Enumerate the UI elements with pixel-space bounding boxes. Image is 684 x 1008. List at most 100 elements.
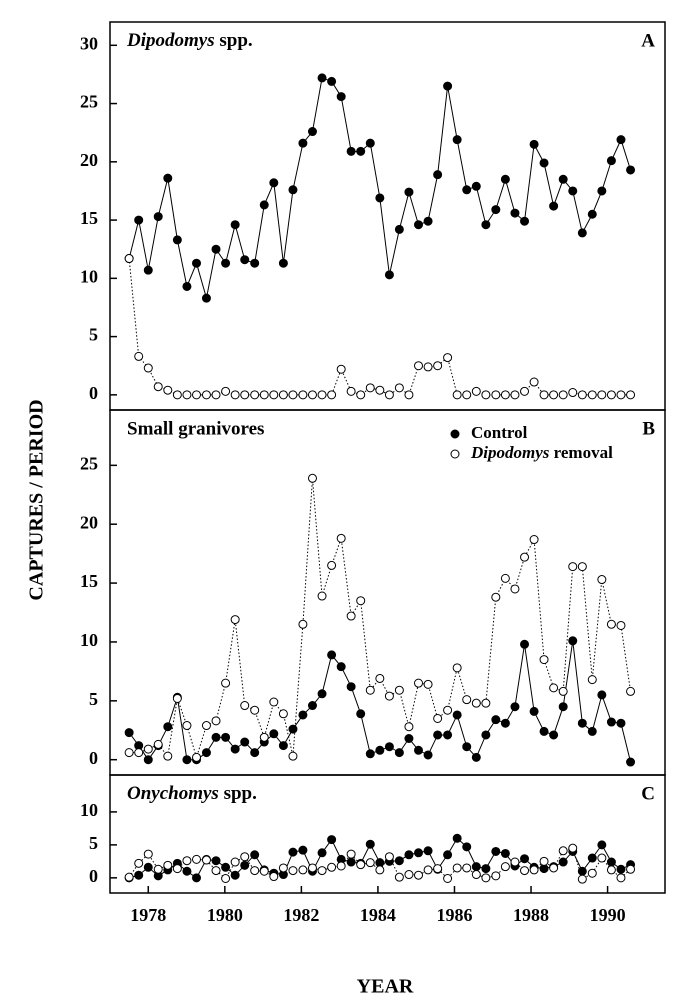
data-point [317,591,327,601]
data-point [259,866,269,876]
data-point [384,852,394,862]
data-point [211,866,221,876]
data-point [375,673,385,683]
data-point [153,382,163,392]
data-point [433,361,443,371]
data-point [481,873,491,883]
data-point [211,390,221,400]
data-point [529,377,539,387]
data-point [549,863,559,873]
data-point [124,748,134,758]
data-point [500,174,510,184]
x-tick-label: 1980 [207,905,243,925]
data-point [394,856,404,866]
data-point [327,76,337,86]
data-point [365,383,375,393]
data-point [365,138,375,148]
data-point [201,721,211,731]
panel-letter: B [642,418,655,439]
data-point [278,741,288,751]
data-point [539,726,549,736]
y-tick-label: 5 [89,325,98,345]
data-point [597,840,607,850]
data-point [414,361,424,371]
data-point [558,702,568,712]
y-tick-label: 30 [80,33,98,53]
data-point [529,139,539,149]
data-point [462,842,472,852]
data-point [250,748,260,758]
data-point [288,847,298,857]
data-point [471,862,481,872]
data-point [606,865,616,875]
data-point [143,744,153,754]
legend-label: Control [471,423,528,442]
data-point [250,258,260,268]
data-point [414,220,424,230]
data-point [462,863,472,873]
data-point [433,730,443,740]
data-point [481,390,491,400]
data-point [298,865,308,875]
data-point [250,850,260,860]
data-point [568,562,578,572]
data-point [481,730,491,740]
data-point [500,848,510,858]
data-point [221,873,231,883]
data-point [510,390,520,400]
y-axis-label: CAPTURES / PERIOD [26,399,48,600]
y-tick-label: 5 [89,689,98,709]
series-line [129,478,632,760]
data-point [423,679,433,689]
data-point [182,755,192,765]
data-point [529,535,539,545]
data-point [443,873,453,883]
data-point [452,663,462,673]
data-point [221,678,231,688]
legend-marker [450,449,460,459]
data-point [250,705,260,715]
data-point [134,215,144,225]
data-point [298,619,308,629]
data-point [230,870,240,880]
data-point [568,186,578,196]
data-point [201,855,211,865]
data-point [626,686,636,696]
data-point [491,715,501,725]
data-point [327,560,337,570]
y-tick-label: 20 [80,512,98,532]
data-point [616,873,626,883]
data-point [587,868,597,878]
data-point [298,710,308,720]
data-point [500,718,510,728]
data-point [153,212,163,222]
data-point [288,390,298,400]
data-point [269,872,279,882]
data-point [182,866,192,876]
data-point [587,853,597,863]
y-tick-label: 20 [80,150,98,170]
data-point [549,390,559,400]
data-point [163,173,173,183]
data-point [626,390,636,400]
data-point [375,745,385,755]
data-point [375,865,385,875]
data-point [452,863,462,873]
data-point [288,866,298,876]
data-point [404,187,414,197]
data-point [375,193,385,203]
data-point [143,849,153,859]
data-point [443,705,453,715]
data-point [356,146,366,156]
data-point [616,390,626,400]
data-point [182,721,192,731]
data-point [240,737,250,747]
data-point [201,390,211,400]
y-tick-label: 15 [80,208,98,228]
data-point [481,864,491,874]
data-point [317,390,327,400]
data-point [336,861,346,871]
data-point [384,270,394,280]
data-point [529,865,539,875]
data-point [384,390,394,400]
